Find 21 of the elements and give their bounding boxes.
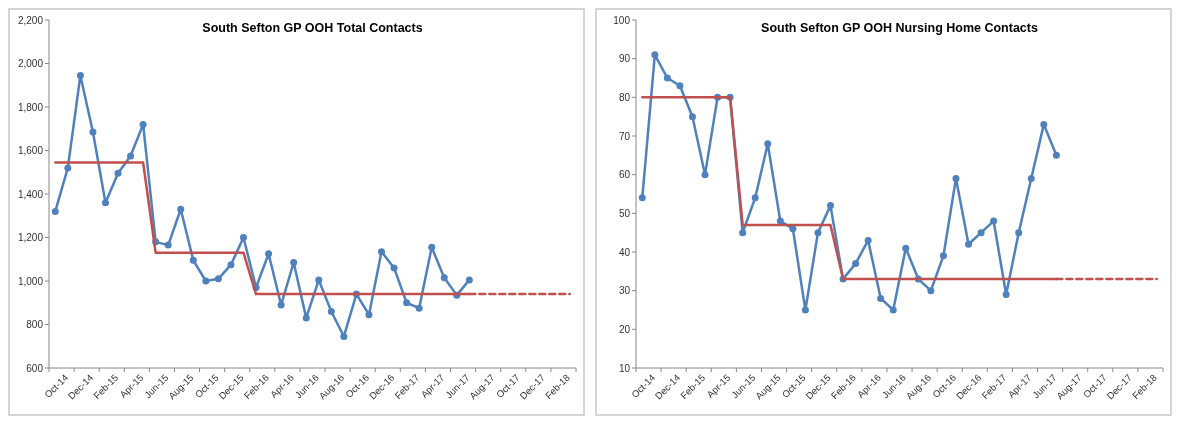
y-tick-label: 2,000 bbox=[17, 58, 44, 69]
y-tick-label: 600 bbox=[26, 362, 44, 374]
chart-title: South Sefton GP OOH Nursing Home Contacts bbox=[761, 21, 1038, 35]
y-tick-label: 1,400 bbox=[17, 188, 44, 200]
y-tick-label: 2,200 bbox=[17, 14, 44, 26]
y-tick-label: 100 bbox=[613, 14, 631, 26]
y-tick-label: 1,000 bbox=[17, 275, 44, 287]
y-tick-label: 10 bbox=[618, 362, 631, 374]
y-tick-label: 40 bbox=[618, 246, 631, 258]
y-tick-label: 20 bbox=[618, 323, 631, 335]
y-tick-label: 1,200 bbox=[17, 232, 44, 243]
y-tick-label: 90 bbox=[618, 53, 631, 65]
y-tick-label: 1,800 bbox=[17, 101, 44, 113]
y-tick-label: 80 bbox=[618, 91, 631, 103]
y-tick-label: 800 bbox=[26, 319, 44, 330]
y-tick-label: 60 bbox=[618, 169, 631, 181]
chart-title: South Sefton GP OOH Total Contacts bbox=[202, 21, 423, 35]
y-tick-label: 30 bbox=[618, 285, 631, 297]
y-tick-label: 50 bbox=[618, 207, 631, 219]
y-tick-label: 70 bbox=[618, 130, 631, 142]
y-tick-label: 1,600 bbox=[17, 145, 44, 156]
